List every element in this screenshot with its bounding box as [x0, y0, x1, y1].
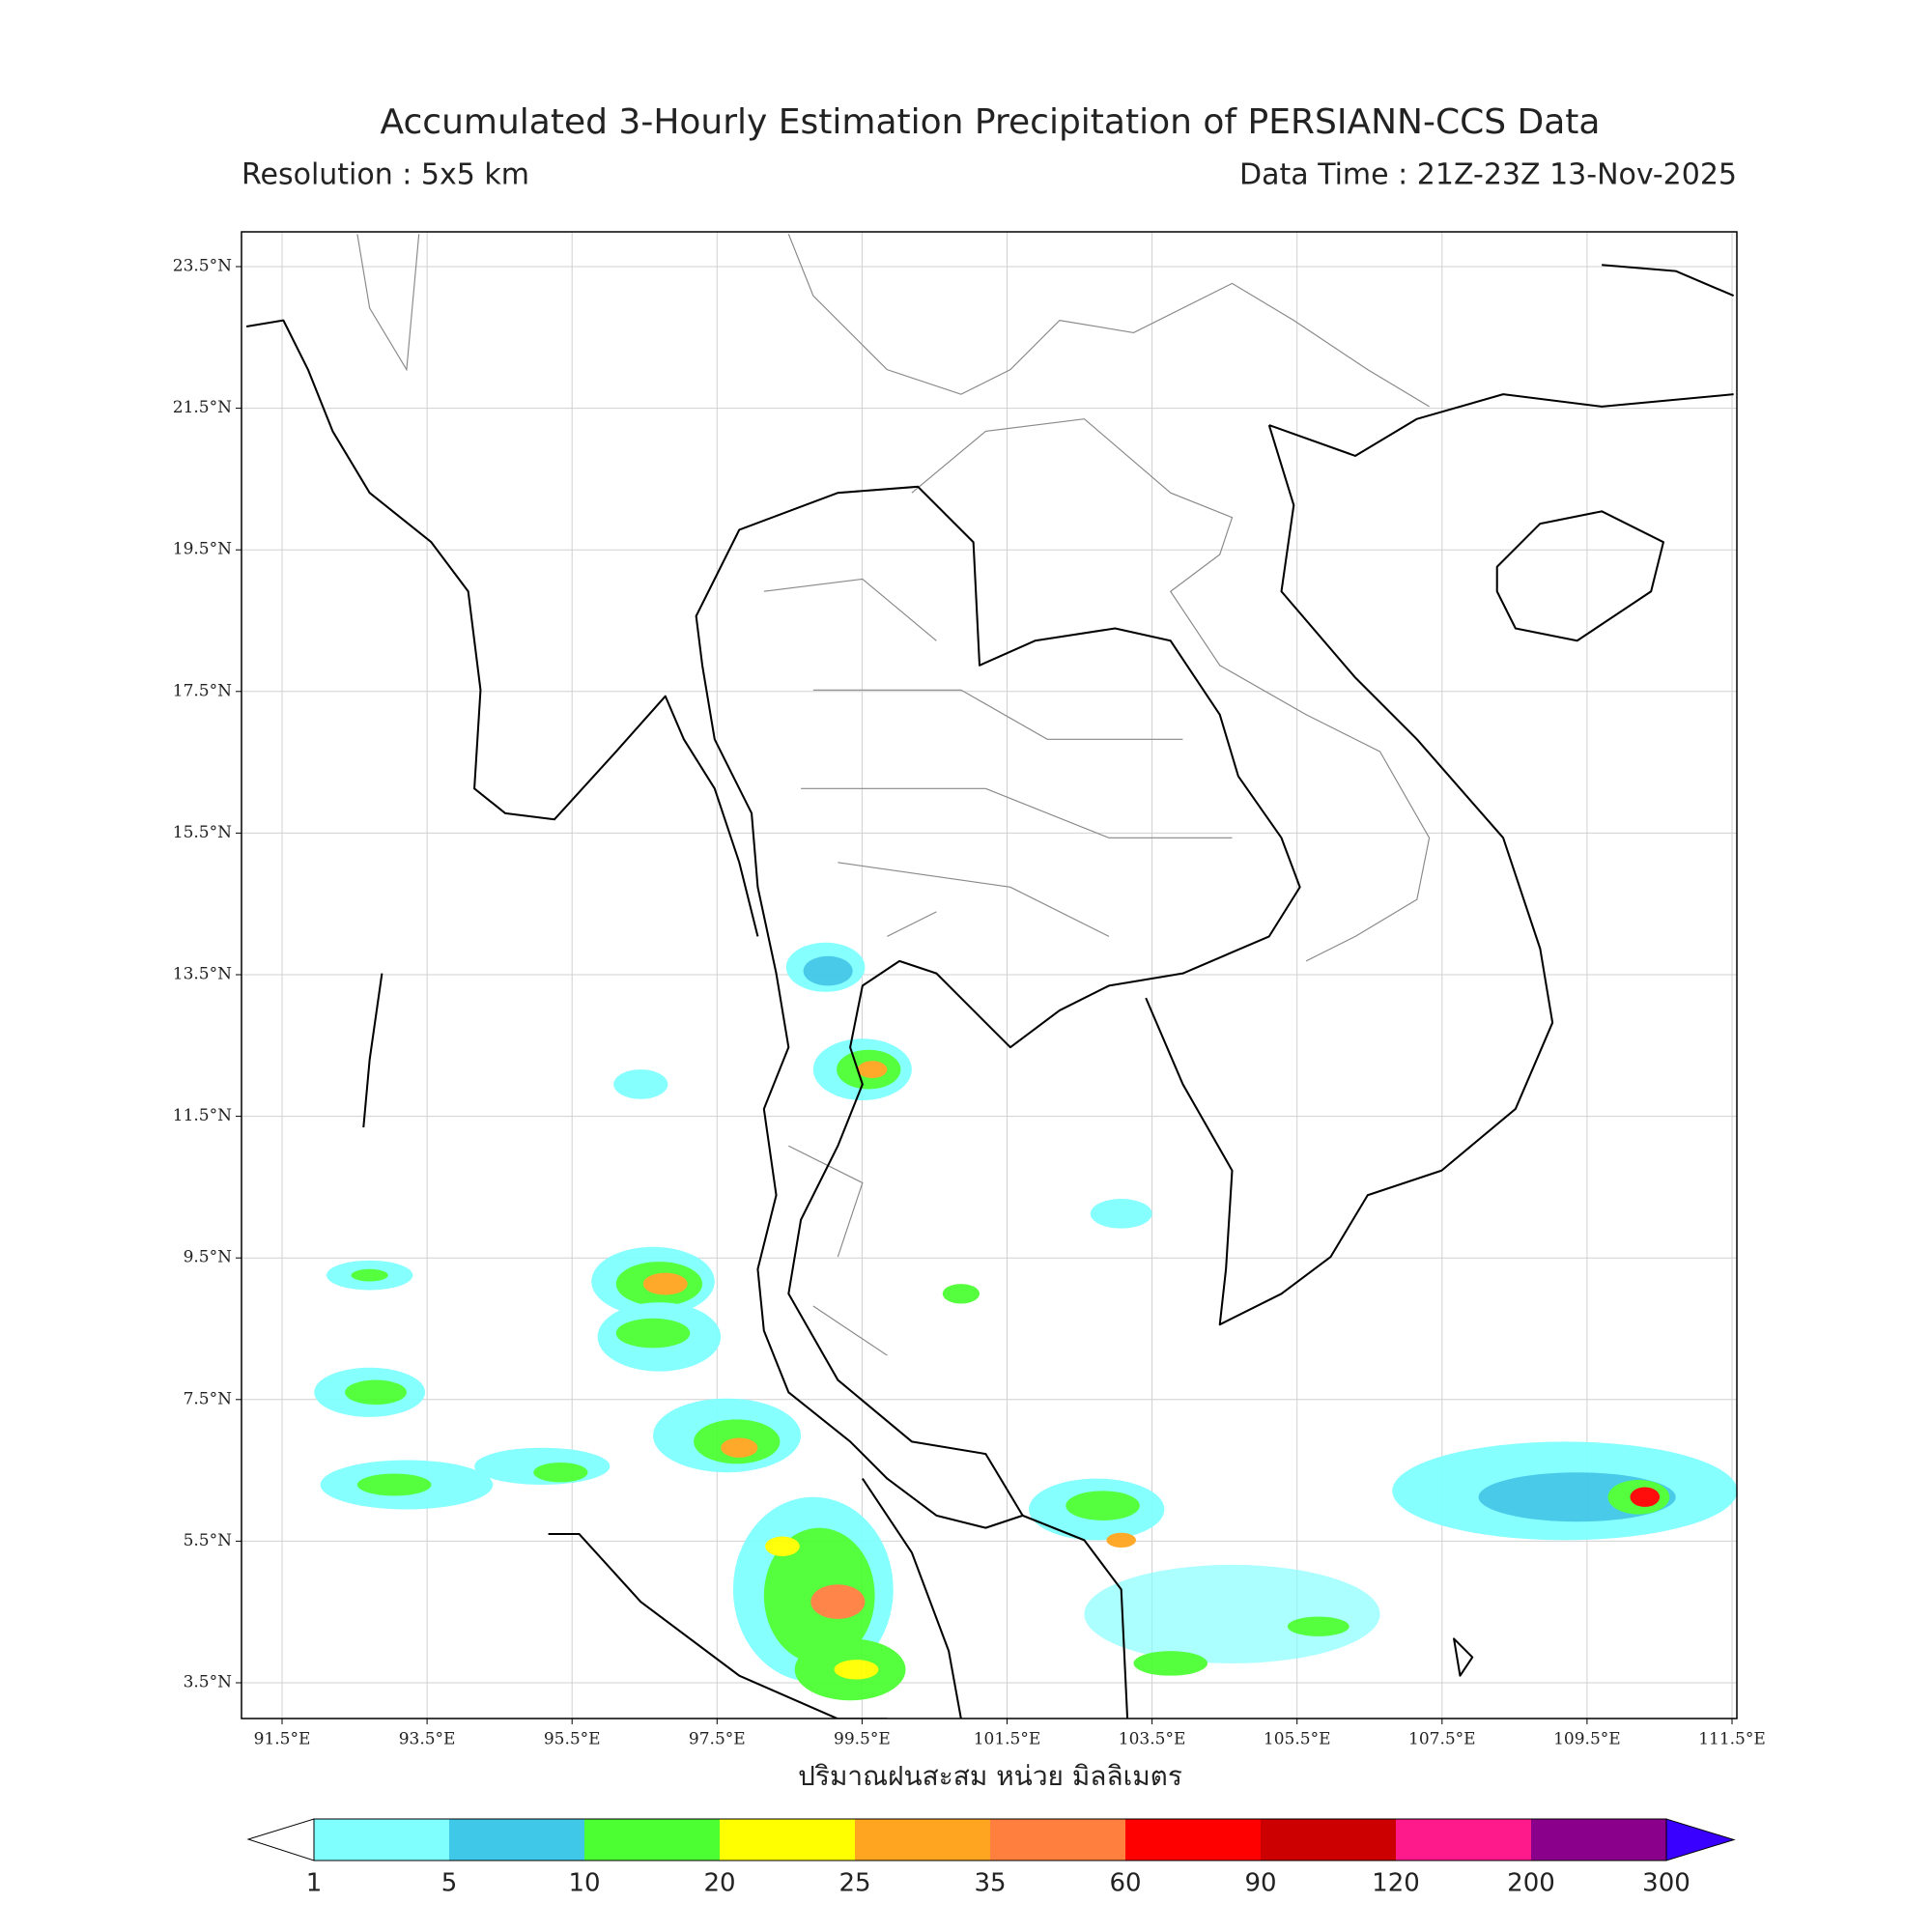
borders: [356, 234, 1431, 1356]
colorbar-segment: [449, 1819, 584, 1861]
data-time: Data Time : 21Z-23Z 13-Nov-2025: [1239, 158, 1737, 192]
lon-tick-label: 105.5°E: [1264, 1730, 1331, 1749]
lat-tick-label: 21.5°N: [173, 398, 232, 417]
colorbar-under: [246, 1818, 315, 1861]
lon-tick-label: 107.5°E: [1408, 1730, 1476, 1749]
colorbar-level: 60: [1109, 1869, 1141, 1898]
lon-tick-label: 101.5°E: [974, 1730, 1041, 1749]
lon-tick-label: 93.5°E: [399, 1730, 456, 1749]
lat-tick-label: 15.5°N: [173, 823, 232, 842]
colorbar: 1 5 10 20 25 35 60 90 120 200 300: [246, 1818, 1736, 1898]
coastlines: [245, 264, 1735, 1719]
lat-tick-label: 13.5°N: [173, 965, 232, 984]
colorbar-level: 5: [441, 1869, 458, 1898]
colorbar-segment: [1261, 1819, 1396, 1861]
lat-tick-label: 17.5°N: [173, 681, 232, 700]
lon-tick-label: 103.5°E: [1119, 1730, 1186, 1749]
rain: [314, 942, 1737, 1701]
lat-tick-label: 19.5°N: [173, 540, 232, 559]
lon-tick-label: 99.5°E: [834, 1730, 891, 1749]
colorbar-label: ปริมาณฝนสะสม หน่วย มิลลิเมตร: [798, 1760, 1182, 1792]
colorbar-level: 20: [703, 1869, 735, 1898]
lon-tick-label: 95.5°E: [544, 1730, 601, 1749]
lat-tick-label: 7.5°N: [184, 1389, 233, 1408]
lon-tick-label: 97.5°E: [689, 1730, 746, 1749]
lat-tick-label: 9.5°N: [184, 1248, 233, 1267]
lat-tick-label: 23.5°N: [173, 257, 232, 276]
colorbar-outline: [313, 1818, 1667, 1861]
colorbar-segment: [855, 1819, 990, 1861]
colorbar-level: 300: [1642, 1869, 1690, 1898]
colorbar-level: 90: [1244, 1869, 1276, 1898]
colorbar-segment: [990, 1819, 1125, 1861]
lat-tick-label: 3.5°N: [184, 1673, 233, 1692]
colorbar-segment: [584, 1819, 720, 1861]
colorbar-level: 200: [1507, 1869, 1555, 1898]
map: [245, 234, 1737, 1719]
colorbar-segment: [314, 1819, 449, 1861]
colorbar-segment: [1125, 1819, 1261, 1861]
colorbar-level: 35: [974, 1869, 1006, 1898]
lon-tick-label: 91.5°E: [254, 1730, 311, 1749]
colorbar-over: [1665, 1818, 1736, 1861]
lon-tick-label: 109.5°E: [1553, 1730, 1621, 1749]
lat-tick-label: 5.5°N: [184, 1531, 233, 1550]
resolution: Resolution : 5x5 km: [242, 158, 529, 192]
colorbar-segment: [720, 1819, 855, 1861]
colorbar-level: 120: [1372, 1869, 1420, 1898]
colorbar-segment: [1531, 1819, 1666, 1861]
colorbar-segment: [1396, 1819, 1531, 1861]
colorbar-level: 25: [838, 1869, 870, 1898]
colorbar-level: 1: [306, 1869, 323, 1898]
lon-tick-label: 111.5°E: [1698, 1730, 1766, 1749]
title: Accumulated 3-Hourly Estimation Precipit…: [381, 102, 1601, 142]
lat-tick-label: 11.5°N: [173, 1106, 232, 1125]
colorbar-level: 10: [568, 1869, 600, 1898]
